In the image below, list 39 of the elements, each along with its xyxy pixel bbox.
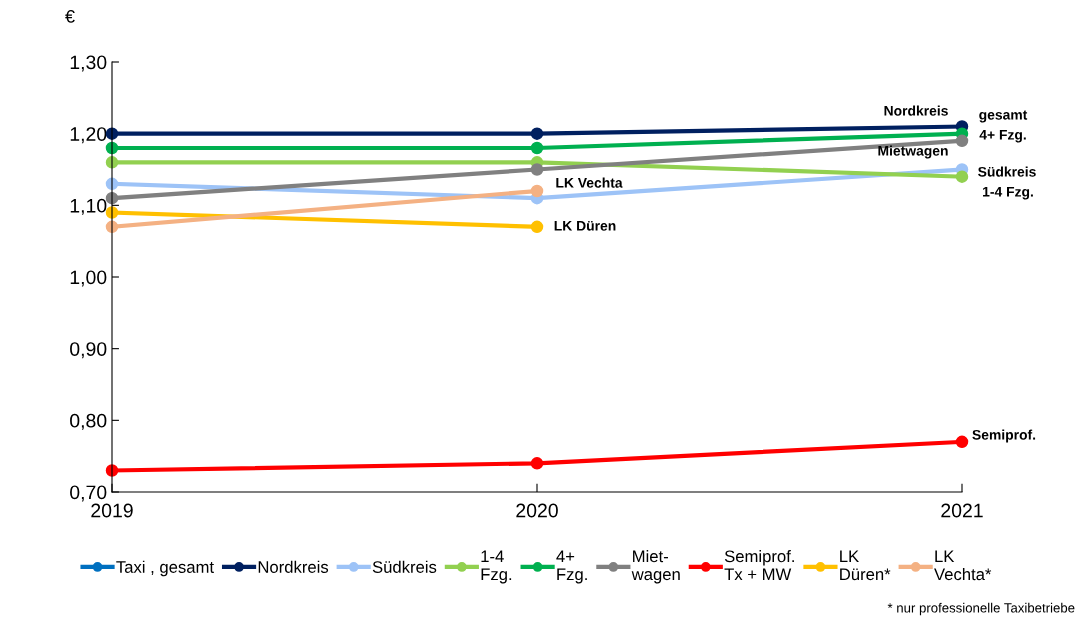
y-axis-title: € [65, 10, 75, 23]
point [530, 127, 544, 140]
x-tick-label: 2020 [516, 503, 558, 518]
point [955, 134, 969, 148]
legend-label: Nordkreis [258, 560, 329, 573]
point [530, 184, 544, 198]
y-tick-label: 0,90 [70, 342, 107, 359]
x-tick-label: 2021 [941, 503, 983, 518]
point [530, 141, 544, 155]
y-tick-label: 0,80 [70, 413, 107, 430]
annotation: Mietwagen [878, 145, 948, 159]
point [955, 435, 969, 449]
annotation: Nordkreis [884, 105, 948, 116]
legend-label: Südkreis [372, 560, 437, 573]
legend-label: 4+ Fzg. [556, 550, 587, 584]
annotation: LK Düren [554, 220, 616, 231]
legend-label: Semiprof. Tx + MW [724, 550, 794, 581]
text: Semiprof. [972, 429, 1036, 443]
point [955, 170, 969, 183]
text: Südkreis [978, 166, 1036, 177]
y-tick-label: 1,20 [70, 127, 107, 144]
legend-label: 1-4 Fzg. [481, 550, 512, 584]
text: 1-4 Fzg. [983, 186, 1033, 200]
text: gesamt [979, 110, 1028, 123]
annotation: LK Vechta [556, 177, 623, 188]
text: * nur professionelle Taxibetriebe [887, 602, 1075, 616]
y-tick-label: 1,10 [70, 198, 107, 215]
point [530, 220, 544, 234]
y-tick-label: 1,00 [70, 270, 107, 287]
text: 4+ Fzg. [979, 129, 1026, 143]
point [530, 457, 544, 470]
legend-label: LK Vechta* [934, 550, 992, 581]
legend-label: Miet- wagen [631, 550, 680, 584]
x-tick-label: 2019 [91, 503, 133, 518]
point [530, 163, 544, 176]
legend-label: LK Düren* [840, 550, 891, 581]
y-tick-label: 0,70 [70, 485, 107, 502]
y-tick-label: 1,30 [70, 55, 107, 72]
legend-label: Taxi , gesamt [116, 560, 214, 577]
